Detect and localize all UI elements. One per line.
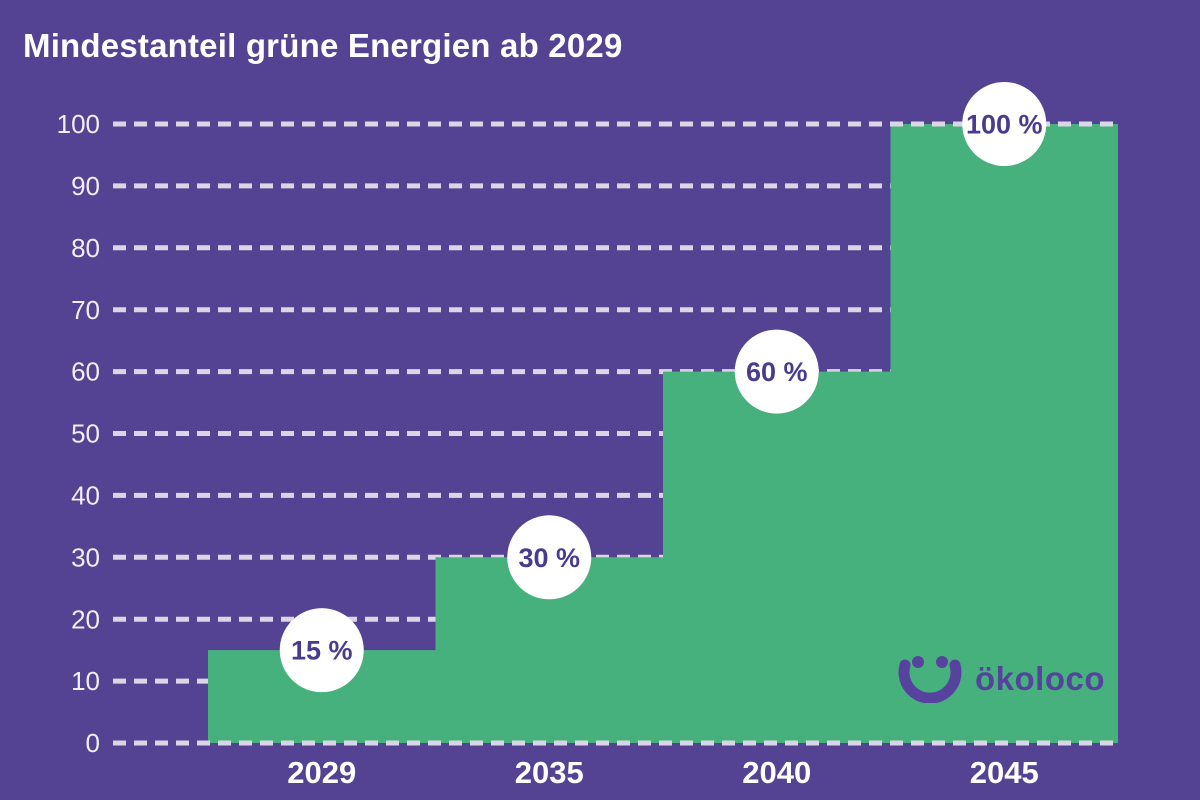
y-axis-label-30: 30: [71, 542, 100, 572]
x-axis-label-2035: 2035: [515, 755, 584, 790]
x-axis-label-2045: 2045: [970, 755, 1039, 790]
y-axis-label-0: 0: [86, 728, 100, 758]
y-axis-label-50: 50: [71, 419, 100, 449]
y-axis-label-20: 20: [71, 604, 100, 634]
y-axis-label-10: 10: [71, 666, 100, 696]
x-axis-label-2040: 2040: [742, 755, 811, 790]
value-badge-circle: [507, 515, 592, 600]
chart-title: Mindestanteil grüne Energien ab 2029: [23, 27, 623, 64]
value-badge-label: 15 %: [291, 636, 353, 666]
value-badge-circle: [962, 82, 1047, 166]
y-axis-label-90: 90: [71, 171, 100, 201]
y-axis-label-40: 40: [71, 481, 100, 511]
y-axis-label-60: 60: [71, 357, 100, 387]
brand-logo: ökoloco: [897, 655, 1105, 703]
step-area-series: [208, 124, 1118, 743]
value-badge-circle: [734, 329, 819, 414]
value-badge-label: 30 %: [518, 543, 580, 573]
y-axis-label-80: 80: [71, 233, 100, 263]
brand-logo-text: ökoloco: [975, 660, 1106, 697]
y-axis-label-100: 100: [57, 109, 100, 139]
value-badge-label: 60 %: [746, 357, 808, 387]
x-axis-label-2029: 2029: [287, 755, 356, 790]
y-axis-label-70: 70: [71, 295, 100, 325]
value-badge-label: 100 %: [966, 109, 1043, 139]
smiley-icon: [898, 656, 962, 703]
value-badge-circle: [279, 608, 364, 693]
